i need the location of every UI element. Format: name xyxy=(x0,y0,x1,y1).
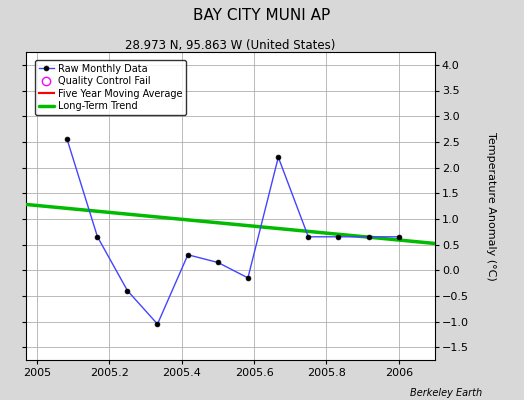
Text: Berkeley Earth: Berkeley Earth xyxy=(410,388,482,398)
Line: Raw Monthly Data: Raw Monthly Data xyxy=(64,137,401,326)
Raw Monthly Data xyxy=(124,288,130,293)
Raw Monthly Data xyxy=(366,234,372,239)
Raw Monthly Data xyxy=(185,252,191,257)
Raw Monthly Data xyxy=(94,234,101,239)
Y-axis label: Temperature Anomaly (°C): Temperature Anomaly (°C) xyxy=(486,132,496,280)
Raw Monthly Data xyxy=(275,155,281,160)
Legend: Raw Monthly Data, Quality Control Fail, Five Year Moving Average, Long-Term Tren: Raw Monthly Data, Quality Control Fail, … xyxy=(35,60,186,115)
Raw Monthly Data xyxy=(396,234,402,239)
Raw Monthly Data xyxy=(64,137,70,142)
Raw Monthly Data xyxy=(305,234,311,239)
Raw Monthly Data xyxy=(155,322,161,326)
Text: BAY CITY MUNI AP: BAY CITY MUNI AP xyxy=(193,8,331,23)
Raw Monthly Data xyxy=(215,260,221,265)
Title: 28.973 N, 95.863 W (United States): 28.973 N, 95.863 W (United States) xyxy=(125,39,336,52)
Raw Monthly Data xyxy=(245,276,251,280)
Raw Monthly Data xyxy=(335,234,342,239)
